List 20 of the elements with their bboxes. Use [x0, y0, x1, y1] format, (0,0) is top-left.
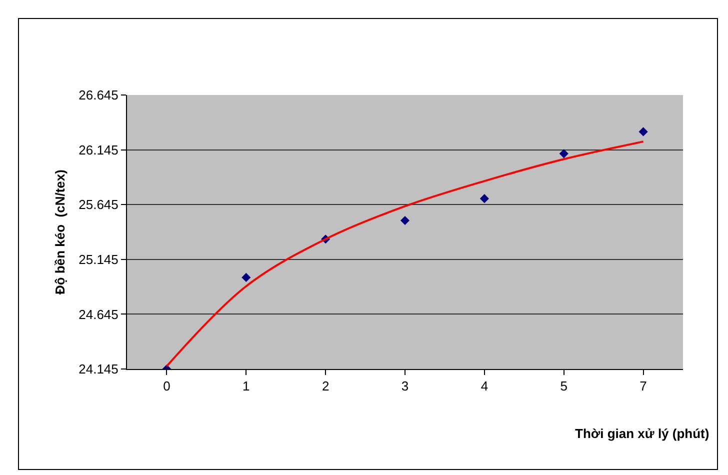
point: [559, 149, 568, 158]
y-tick-label: 26.145: [78, 142, 118, 158]
x-axis-title: Thời gian xử lý (phút): [575, 426, 710, 441]
y-tick-label: 24.145: [78, 362, 118, 377]
point: [400, 216, 410, 226]
x-tick-label: 2: [322, 378, 330, 394]
x-tick-label: 7: [640, 378, 647, 394]
y-axis-title: Độ bền kéo (cN/tex): [52, 170, 68, 294]
x-tick-label: 1: [242, 378, 250, 394]
point: [480, 194, 489, 204]
x-tick-label: 0: [163, 378, 170, 394]
point: [242, 272, 251, 282]
x-tick-label: 3: [401, 378, 409, 394]
y-tick-label: 26.645: [78, 88, 118, 103]
y-tick-label: 25.645: [78, 197, 118, 212]
y-tick-label: 24.645: [78, 306, 118, 322]
point: [638, 127, 648, 136]
x-tick-label: 4: [480, 378, 488, 394]
x-tick-label: 5: [560, 378, 568, 394]
y-tick-label: 25.145: [78, 252, 118, 267]
